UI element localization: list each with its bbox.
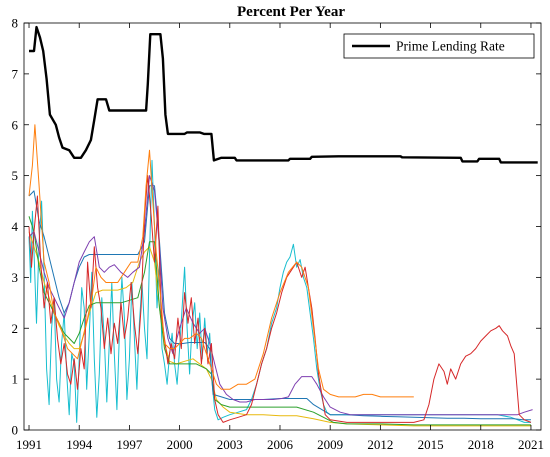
series-line-7 xyxy=(28,159,531,423)
y-tick-label: 6 xyxy=(12,117,19,132)
x-tick-label: 2003 xyxy=(217,437,243,452)
legend: Prime Lending Rate xyxy=(343,33,535,59)
y-tick-label: 8 xyxy=(12,16,19,31)
x-tick-label: 2012 xyxy=(367,437,393,452)
x-tick-label: 2018 xyxy=(468,437,494,452)
x-tick-label: 2021 xyxy=(518,437,544,452)
y-tick-label: 1 xyxy=(12,372,19,387)
axis-layer: 1991 1994 1997 2000 2003 2006 2009 2012 2015 2018… xyxy=(12,16,544,453)
x-tick-label: 2009 xyxy=(317,437,343,452)
y-tick-label: 0 xyxy=(12,423,19,438)
series-line-3 xyxy=(28,175,533,416)
x-tick-label: 2006 xyxy=(267,437,294,452)
y-tick-label: 7 xyxy=(12,66,19,81)
chart-title: Percent Per Year xyxy=(237,4,345,20)
series-line-5 xyxy=(28,216,531,426)
y-tick-label: 2 xyxy=(12,321,19,336)
series-line-6 xyxy=(28,231,531,427)
y-tick-label: 3 xyxy=(12,270,19,285)
x-tick-label: 2015 xyxy=(418,437,444,452)
series-line-2 xyxy=(28,175,532,423)
plot-frame xyxy=(23,22,542,431)
x-tick-label: 2000 xyxy=(167,437,193,452)
x-tick-label: 1997 xyxy=(116,437,143,452)
series-line-1 xyxy=(28,124,414,398)
x-tick-label: 1991 xyxy=(16,437,42,452)
legend-label-prime-lending-rate: Prime Lending Rate xyxy=(396,39,505,54)
y-tick-label: 4 xyxy=(12,219,19,234)
y-tick-label: 5 xyxy=(12,168,19,183)
x-tick-label: 1994 xyxy=(66,437,93,452)
series-layer xyxy=(28,25,538,427)
series-line-prime-lending-rate xyxy=(29,25,538,164)
